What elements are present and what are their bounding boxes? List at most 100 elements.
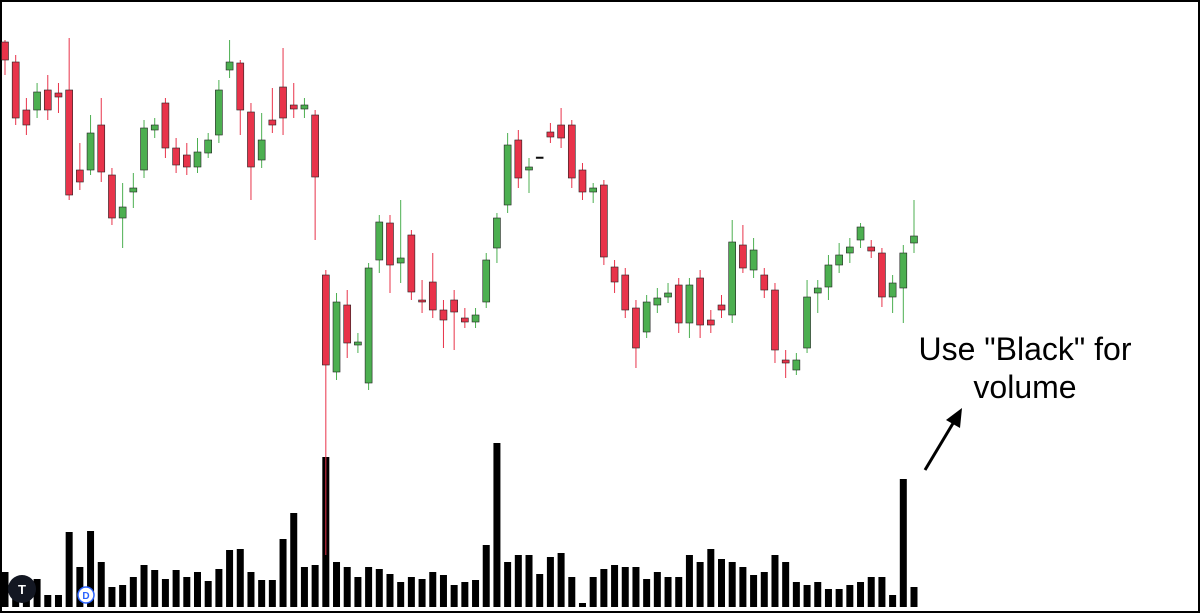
candle-body — [525, 166, 533, 171]
volume-bar — [1, 572, 9, 607]
candle-body — [428, 281, 437, 311]
candle-body — [567, 124, 576, 179]
volume-bar — [707, 549, 715, 607]
candle-body — [439, 309, 448, 321]
candle-body — [878, 252, 886, 298]
volume-bar — [482, 545, 490, 607]
candle-body — [300, 104, 309, 110]
candle-body — [343, 304, 352, 344]
candle-body — [193, 151, 202, 168]
candle-body — [803, 296, 811, 349]
candle-body — [824, 264, 833, 288]
volume-bar — [803, 585, 811, 607]
candle-body — [835, 254, 843, 266]
volume-bar — [386, 574, 394, 607]
badge: D — [82, 591, 89, 602]
candle-body — [856, 226, 865, 241]
volume-bar — [108, 587, 116, 607]
candle-body — [717, 304, 726, 311]
volume-bar — [728, 562, 736, 607]
candle-body — [461, 317, 469, 323]
candle-body — [813, 287, 822, 294]
candle-body — [739, 244, 747, 269]
candle-body — [129, 187, 138, 193]
candle-body — [215, 89, 223, 136]
volume-bar — [300, 567, 308, 607]
candle-body — [43, 89, 52, 111]
candle-body — [183, 154, 191, 168]
volume-bar — [343, 567, 351, 607]
volume-bar — [172, 570, 180, 607]
volume-bar — [685, 555, 693, 607]
price-pane — [1, 38, 918, 555]
candle-body — [140, 127, 148, 171]
logo: T — [8, 575, 36, 603]
candle-body — [386, 222, 394, 266]
candle-body — [578, 169, 587, 193]
candle-body — [450, 299, 458, 313]
candle-body — [781, 359, 790, 364]
volume-bar — [675, 577, 683, 607]
candle-body — [161, 102, 170, 149]
candle-body — [54, 92, 63, 98]
candle-body — [535, 156, 544, 159]
candle-body — [375, 221, 384, 261]
volume-bar — [247, 572, 255, 607]
volume-bar — [792, 582, 800, 607]
candle-body — [728, 241, 737, 316]
candle-body — [471, 314, 480, 323]
annotation-line: Use "Black" for — [919, 331, 1132, 367]
volume-bar — [824, 589, 832, 607]
svg-text:T: T — [18, 582, 26, 597]
volume-bar — [215, 569, 223, 607]
candle-body — [86, 132, 95, 171]
volume-bar — [739, 567, 747, 607]
candle-body — [396, 257, 405, 264]
candle-body — [407, 234, 416, 293]
volume-bar — [835, 589, 843, 607]
candle-body — [322, 274, 330, 366]
candle-body — [172, 147, 180, 166]
volume-bar — [333, 562, 341, 607]
candle-body — [11, 61, 20, 119]
candle-body — [642, 301, 651, 333]
candle-body — [279, 86, 287, 119]
candle-body — [493, 217, 501, 249]
volume-bar — [899, 479, 907, 607]
candle-body — [910, 235, 918, 244]
candle-body — [674, 284, 683, 324]
candle-body — [792, 359, 801, 371]
volume-bar — [514, 555, 522, 607]
volume-bar — [643, 579, 651, 607]
candle-body — [108, 174, 116, 219]
volume-bar — [536, 574, 544, 607]
candle-body — [150, 124, 159, 131]
volume-bar — [311, 565, 319, 607]
volume-bar — [750, 575, 758, 607]
volume-bar — [461, 582, 469, 607]
volume-bar — [472, 580, 480, 607]
volume-bar — [653, 572, 661, 607]
volume-bar — [846, 585, 854, 607]
volume-bar — [450, 585, 458, 607]
volume-bar — [621, 567, 629, 607]
candle-body — [268, 119, 277, 126]
volume-bar — [161, 579, 169, 607]
candle-body — [76, 169, 84, 183]
candle-body — [332, 301, 341, 373]
candle-body — [311, 114, 319, 178]
volume-bar — [204, 581, 212, 607]
candle-body — [899, 252, 908, 289]
candle-body — [247, 111, 255, 168]
volume-bar — [418, 579, 426, 607]
badge-circle — [77, 586, 95, 604]
volume-bar — [718, 559, 726, 607]
candle-body — [771, 289, 779, 351]
volume-bar — [236, 549, 244, 607]
volume-bar — [97, 562, 105, 607]
candle-body — [621, 274, 630, 311]
volume-bar — [910, 587, 918, 607]
candle-body — [846, 246, 854, 254]
